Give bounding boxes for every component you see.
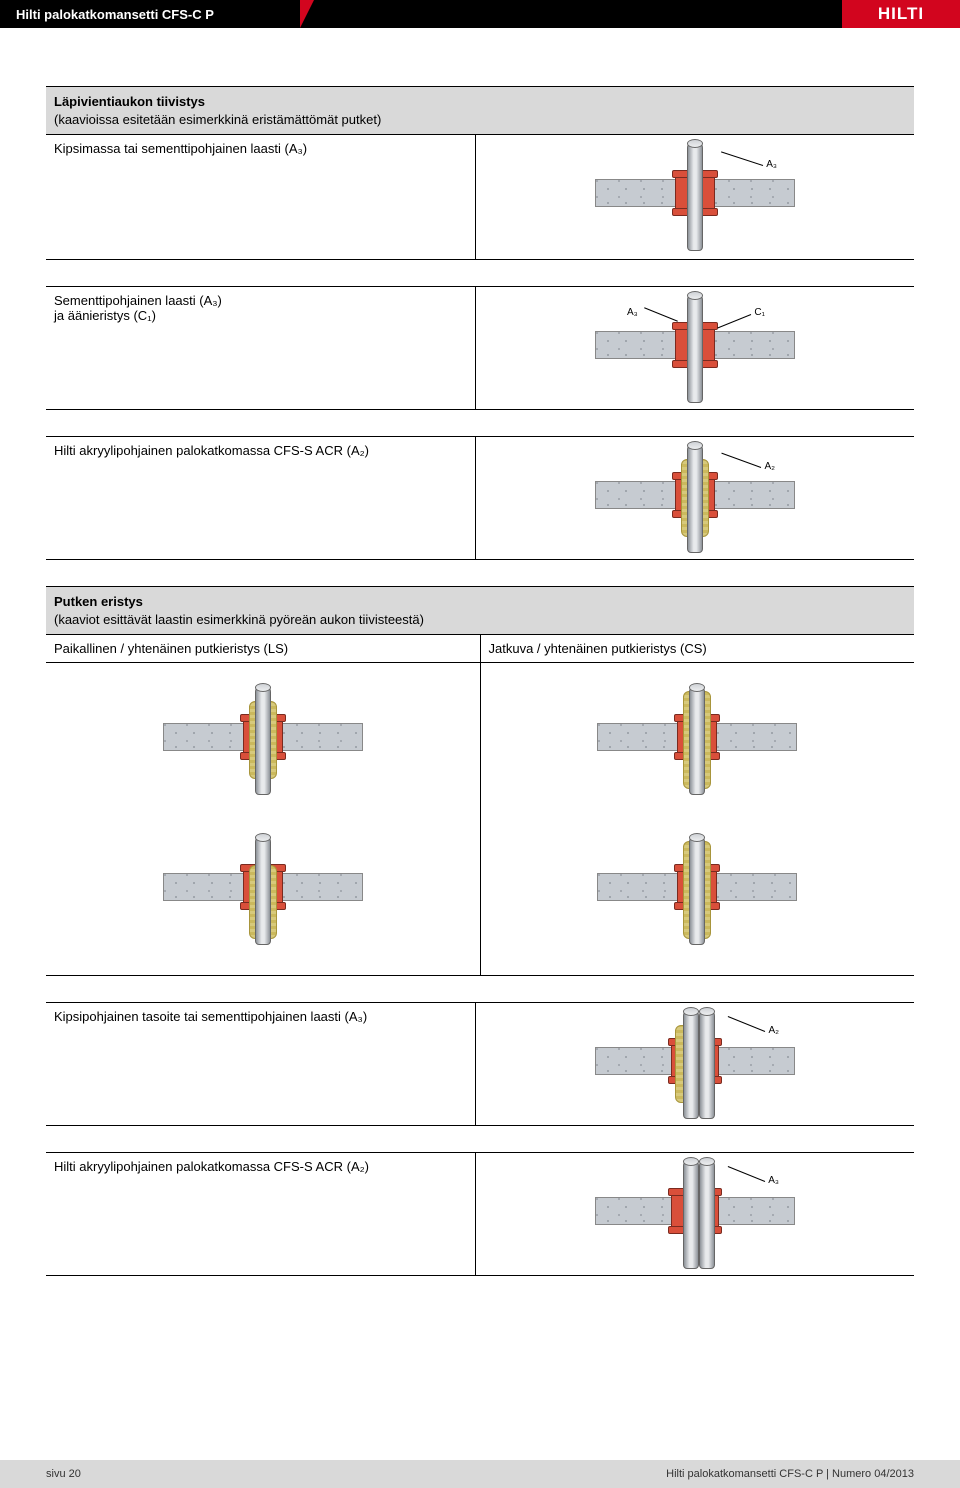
row-label: Sementtipohjainen laasti (A₃) ja äänieri…	[46, 287, 476, 409]
callout-label: A₂	[764, 461, 775, 472]
section-subtitle: (kaaviot esittävät laastin esimerkkinä p…	[54, 611, 906, 629]
diagram-ls-1	[153, 685, 373, 795]
callout-label: A₂	[768, 1025, 779, 1036]
section-acrylic-a2: Hilti akryylipohjainen palokatkomassa CF…	[46, 436, 914, 560]
section-cement-sound: Sementtipohjainen laasti (A₃) ja äänieri…	[46, 286, 914, 410]
diagram-ls-2	[153, 835, 373, 945]
section-gypsum-a3: Kipsipohjainen tasoite tai sementtipohja…	[46, 1002, 914, 1126]
col-ls-figures	[46, 663, 481, 975]
figure-cell: A₃	[476, 135, 914, 259]
row-label: Hilti akryylipohjainen palokatkomassa CF…	[46, 437, 476, 559]
figure-cell: A₃	[476, 1153, 914, 1275]
row-label: Kipsimassa tai sementtipohjainen laasti …	[46, 135, 476, 259]
callout-label: A₃	[768, 1175, 779, 1186]
footer-right: Hilti palokatkomansetti CFS-C P | Numero…	[666, 1468, 914, 1480]
callout-label: A₃	[766, 159, 777, 170]
row-label: Hilti akryylipohjainen palokatkomassa CF…	[46, 1153, 476, 1275]
product-title-overlay: Hilti palokatkomansetti CFS-C P	[0, 7, 214, 22]
col-label-ls: Paikallinen / yhtenäinen putkieristys (L…	[46, 635, 481, 662]
diagram-double-a2: A₂	[585, 1009, 805, 1119]
red-tab	[300, 0, 314, 28]
section-acrylic-a2-double: Hilti akryylipohjainen palokatkomassa CF…	[46, 1152, 914, 1276]
top-header: Hilti palokatkomansetti CFS-C P Hilti pa…	[0, 0, 960, 28]
page-footer: sivu 20 Hilti palokatkomansetti CFS-C P …	[0, 1460, 960, 1488]
diagram-a3: A₃	[585, 141, 805, 251]
diagram-double-a3: A₃	[585, 1159, 805, 1269]
diagram-a2: A₂	[585, 443, 805, 553]
hilti-logo: HILTI	[878, 4, 924, 24]
callout-label: C₁	[754, 307, 765, 318]
section-header: Läpivientiaukon tiivistys (kaavioissa es…	[46, 87, 914, 135]
diagram-cs-2	[587, 835, 807, 945]
diagram-cs-1	[587, 685, 807, 795]
section-pipe-insulation: Putken eristys (kaaviot esittävät laasti…	[46, 586, 914, 976]
diagram-a3-c1: A₃ C₁	[585, 293, 805, 403]
callout-label: A₃	[627, 307, 638, 318]
col-cs-figures	[481, 663, 915, 975]
section-title: Läpivientiaukon tiivistys	[54, 93, 906, 111]
figure-cell: A₂	[476, 437, 914, 559]
row-label: Kipsipohjainen tasoite tai sementtipohja…	[46, 1003, 476, 1125]
section-header: Putken eristys (kaaviot esittävät laasti…	[46, 587, 914, 635]
col-label-cs: Jatkuva / yhtenäinen putkieristys (CS)	[481, 635, 915, 662]
figure-cell: A₃ C₁	[476, 287, 914, 409]
footer-page: sivu 20	[46, 1468, 81, 1480]
section-subtitle: (kaavioissa esitetään esimerkkinä eristä…	[54, 111, 906, 129]
section-title: Putken eristys	[54, 593, 906, 611]
brand-logo-box: HILTI	[842, 0, 960, 28]
section-penetration-seal: Läpivientiaukon tiivistys (kaavioissa es…	[46, 86, 914, 260]
page-content: Läpivientiaukon tiivistys (kaavioissa es…	[0, 28, 960, 1276]
figure-cell: A₂	[476, 1003, 914, 1125]
